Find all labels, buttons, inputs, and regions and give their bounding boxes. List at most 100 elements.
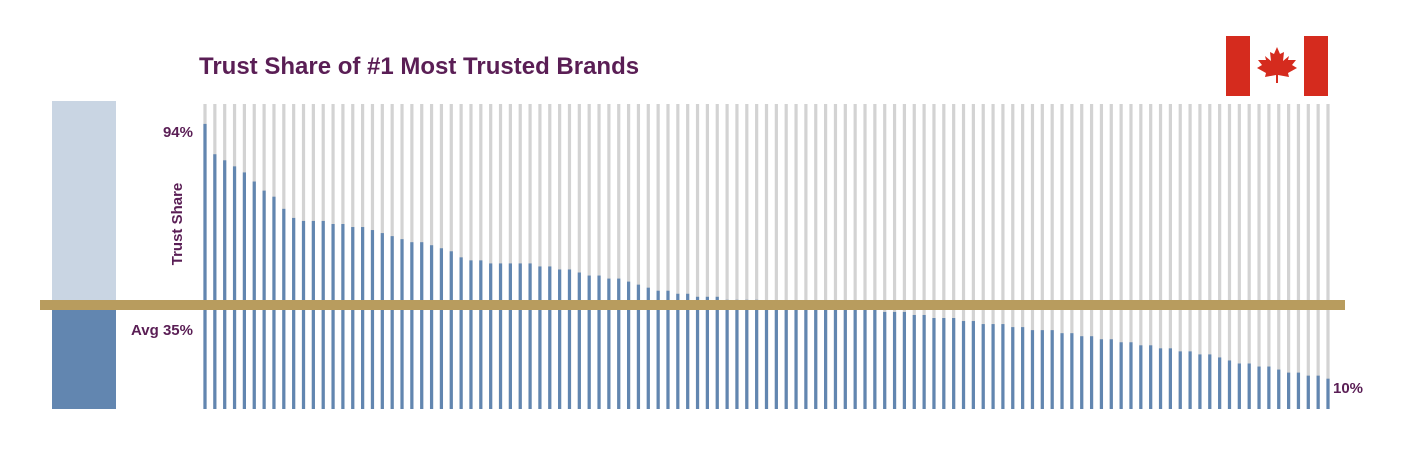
bar-track	[1030, 104, 1035, 409]
bar-track	[548, 104, 552, 409]
bar	[1001, 324, 1005, 409]
bar-track	[636, 104, 641, 409]
bar	[774, 302, 778, 410]
bar	[636, 284, 641, 409]
bar	[686, 293, 690, 409]
bar	[1296, 372, 1301, 409]
bar	[1139, 345, 1143, 409]
bar	[873, 308, 877, 409]
bar	[558, 269, 562, 409]
bar-track	[705, 104, 709, 409]
bar-track	[518, 104, 522, 409]
bar	[863, 308, 867, 409]
bar-track	[508, 104, 512, 409]
bar-track	[863, 104, 867, 409]
bar-track	[567, 104, 572, 409]
bar-track	[981, 104, 985, 409]
bar-track	[607, 104, 611, 409]
bar	[617, 278, 621, 409]
bar-track	[1099, 104, 1104, 409]
bar	[1247, 363, 1251, 409]
bar	[587, 275, 591, 409]
bar-track	[1287, 104, 1291, 409]
bar	[301, 220, 306, 409]
bar-track	[932, 104, 936, 409]
bar	[1089, 336, 1094, 409]
bar-track	[1109, 104, 1113, 409]
bar-track	[1326, 104, 1330, 409]
bar	[755, 299, 759, 409]
bar-track	[824, 104, 828, 409]
bar	[794, 302, 798, 410]
side-avg-block	[52, 305, 116, 409]
bar-track	[617, 104, 621, 409]
canada-flag-icon	[1226, 36, 1328, 96]
bar	[567, 269, 572, 409]
bar	[1129, 342, 1133, 409]
bar	[764, 302, 769, 410]
bar	[1208, 354, 1212, 409]
bar-track	[1089, 104, 1094, 409]
bar	[341, 223, 345, 409]
bar	[607, 278, 611, 409]
bar	[952, 318, 956, 409]
bar	[1198, 354, 1202, 409]
bar	[695, 296, 700, 409]
bar-track	[587, 104, 591, 409]
bar-track	[1218, 104, 1222, 409]
bar	[626, 281, 631, 409]
bar	[922, 314, 926, 409]
bar	[1237, 363, 1241, 409]
bar-track	[1227, 104, 1232, 409]
bar	[1316, 375, 1320, 409]
bar	[498, 263, 503, 409]
bar	[1030, 330, 1035, 409]
bar	[459, 257, 463, 409]
bar-track	[892, 104, 897, 409]
bar	[676, 293, 680, 409]
bar-track	[1080, 104, 1084, 409]
bar	[1168, 348, 1172, 409]
bar-track	[597, 104, 601, 409]
bar	[784, 302, 788, 410]
bar	[902, 311, 907, 409]
bar	[1178, 351, 1182, 409]
bar	[232, 166, 237, 409]
bar	[548, 266, 552, 409]
bar-track	[912, 104, 916, 409]
bar-track	[1296, 104, 1301, 409]
bar-track	[922, 104, 926, 409]
bar	[577, 272, 581, 409]
bar	[361, 227, 365, 409]
bar	[1149, 345, 1153, 409]
bar-track	[764, 104, 769, 409]
bar-track	[1129, 104, 1133, 409]
bar	[410, 242, 414, 409]
bar-track	[794, 104, 798, 409]
bar-track	[755, 104, 759, 409]
bar-track	[1021, 104, 1025, 409]
bar-track	[1119, 104, 1123, 409]
bar-track	[1198, 104, 1202, 409]
bar-track	[1139, 104, 1143, 409]
bar	[242, 172, 246, 409]
bar-track	[1050, 104, 1054, 409]
bar-track	[646, 104, 650, 409]
bar	[331, 223, 335, 409]
bar	[390, 236, 394, 409]
bar	[942, 318, 946, 409]
bar-track	[1001, 104, 1005, 409]
max-value-label: 94%	[163, 124, 193, 141]
bar	[252, 181, 256, 409]
bar	[656, 290, 660, 409]
bar-track	[1316, 104, 1320, 409]
bar	[804, 302, 808, 410]
bar	[824, 302, 828, 410]
bar-track	[695, 104, 700, 409]
bar-track	[774, 104, 778, 409]
side-light-block	[52, 101, 116, 305]
bar-track	[1168, 104, 1172, 409]
bar	[311, 220, 315, 409]
bar	[420, 242, 424, 409]
bar	[932, 318, 936, 409]
